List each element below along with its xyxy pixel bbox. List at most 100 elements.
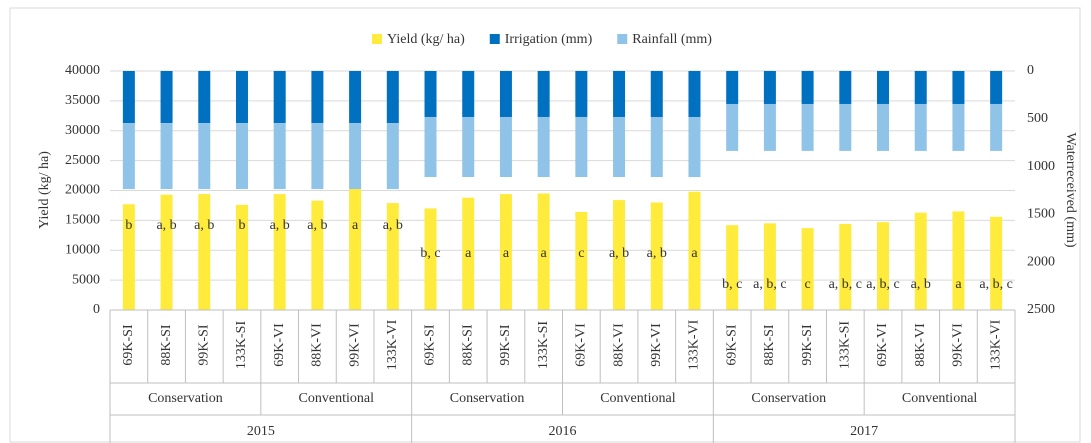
water-bar <box>499 116 512 178</box>
water-bar <box>726 71 739 104</box>
water-bar <box>462 71 475 117</box>
x-tick-label: 69K-VI <box>272 323 287 367</box>
water-bar <box>688 71 701 117</box>
y-axis-label: Yield (kg/ ha) <box>37 151 52 229</box>
significance-label: a <box>955 277 962 292</box>
yield-bar <box>160 194 173 310</box>
x-tick-label: 133K-VI <box>988 319 1003 370</box>
water-bar <box>349 71 362 124</box>
x-tick-label: 88K-VI <box>913 323 928 367</box>
year-label: 2017 <box>850 424 878 439</box>
significance-label: b, c <box>420 246 440 261</box>
y-tick-label: 0 <box>93 302 100 317</box>
x-tick-label: 88K-SI <box>762 324 777 366</box>
x-tick-label: 88K-SI <box>460 324 475 366</box>
significance-label: a, b <box>156 218 176 233</box>
yield-bar <box>914 212 927 310</box>
y2-tick-label: 0 <box>1027 63 1034 78</box>
x-tick-label: 88K-VI <box>310 323 325 367</box>
yield-bar <box>613 200 626 310</box>
x-tick-label: 133K-SI <box>838 321 853 370</box>
significance-label: a, b <box>383 218 403 233</box>
water-bar <box>650 71 663 117</box>
significance-label: a <box>465 246 472 261</box>
water-bar <box>575 116 588 178</box>
year-label: 2015 <box>247 424 275 439</box>
water-bar <box>801 71 814 104</box>
water-bar <box>613 71 626 117</box>
water-bar <box>462 116 475 178</box>
water-bar <box>537 71 550 117</box>
yield-bar <box>801 228 814 310</box>
significance-label: a, b, c <box>866 277 899 292</box>
legend-swatch <box>617 34 628 44</box>
water-bar <box>349 123 362 190</box>
y2-tick-label: 1500 <box>1027 207 1055 222</box>
y2-axis-label: Waterreceived (mm) <box>1063 132 1078 247</box>
water-bar <box>990 71 1003 104</box>
group-label: Conservation <box>450 391 525 406</box>
water-bar <box>160 71 173 124</box>
x-tick-label: 133K-VI <box>687 319 702 370</box>
y-tick-label: 30000 <box>65 123 100 138</box>
water-bar <box>990 103 1003 151</box>
x-tick-label: 99K-SI <box>196 324 211 366</box>
water-bar <box>877 71 890 104</box>
x-tick-label: 133K-SI <box>234 321 249 370</box>
group-label: Conservation <box>148 391 223 406</box>
water-bar <box>424 116 437 178</box>
significance-label: b, c <box>722 277 742 292</box>
yield-bar <box>349 188 362 310</box>
water-bar <box>311 123 324 190</box>
x-tick-label: 99K-SI <box>800 324 815 366</box>
y2-tick-label: 1000 <box>1027 159 1055 174</box>
significance-label: c <box>578 246 584 261</box>
legend-swatch <box>489 34 500 44</box>
water-bar <box>198 123 211 190</box>
water-bar <box>311 71 324 124</box>
x-tick-label: 99K-VI <box>951 323 966 367</box>
x-tick-label: 69K-VI <box>875 323 890 367</box>
yield-bar <box>839 223 852 310</box>
significance-label: c <box>804 277 810 292</box>
water-bar <box>613 116 626 178</box>
significance-label: b <box>238 218 245 233</box>
yield-bar <box>424 208 437 310</box>
yield-bar <box>688 191 701 310</box>
water-bar <box>122 71 135 124</box>
significance-label: a <box>352 218 359 233</box>
y2-tick-label: 2000 <box>1027 254 1055 269</box>
water-bar <box>877 103 890 151</box>
water-bar <box>650 116 663 178</box>
y-tick-label: 25000 <box>65 153 100 168</box>
x-tick-label: 69K-SI <box>121 324 136 366</box>
y2-tick-label: 500 <box>1027 111 1048 126</box>
y-tick-label: 10000 <box>65 242 100 257</box>
yield-bar <box>952 211 965 310</box>
significance-label: a, b <box>647 246 667 261</box>
significance-label: b <box>125 218 132 233</box>
y-tick-label: 20000 <box>65 183 100 198</box>
significance-label: a, b <box>609 246 629 261</box>
water-bar <box>952 103 965 151</box>
yield-bar <box>877 222 890 310</box>
water-bar <box>424 71 437 117</box>
water-bar <box>499 71 512 117</box>
x-tick-label: 69K-VI <box>574 323 589 367</box>
water-bar <box>235 123 248 190</box>
water-bar <box>235 71 248 124</box>
significance-label: a <box>503 246 510 261</box>
water-bar <box>839 71 852 104</box>
water-bar <box>952 71 965 104</box>
legend-label: Yield (kg/ ha) <box>387 32 465 47</box>
significance-label: a, b <box>911 277 931 292</box>
water-bar <box>386 71 399 124</box>
yield-bar <box>575 212 588 310</box>
water-bar <box>575 71 588 117</box>
significance-label: a, b, c <box>753 277 786 292</box>
yield-bar <box>990 216 1003 310</box>
water-bar <box>386 123 399 190</box>
group-label: Conventional <box>600 391 676 406</box>
